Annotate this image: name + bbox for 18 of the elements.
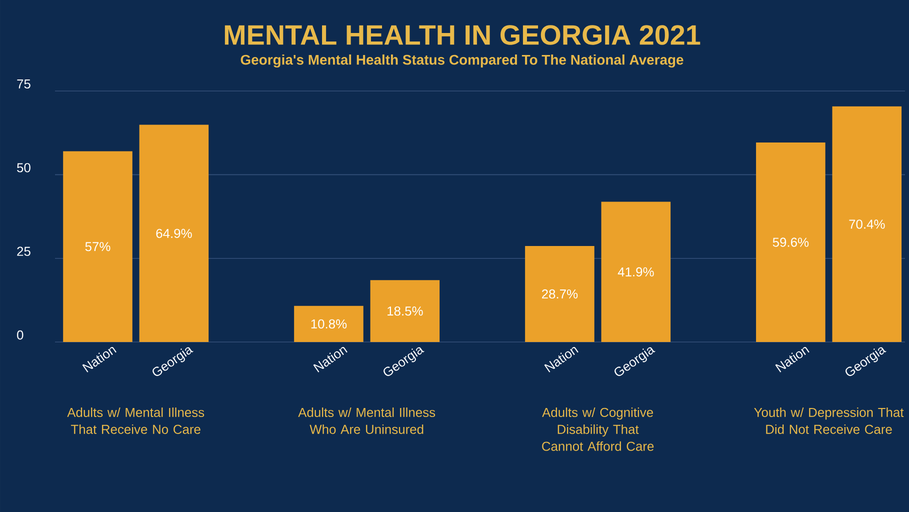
x-tick-label: Adults w/ Mental Illness Who Are Uninsured: [298, 408, 436, 434]
data-label: 57%: [85, 242, 110, 252]
data-label: 10.8%: [311, 319, 347, 329]
data-label: 70.4%: [849, 220, 885, 229]
chart-title: MENTAL HEALTH IN GEORGIA 2021: [224, 25, 700, 45]
data-label: 28.7%: [542, 289, 578, 299]
data-label: 18.5%: [388, 306, 423, 316]
x-tick-label: Adults w/ Mental Illness That Receive No Care: [67, 408, 204, 434]
y-tick-label: 25: [17, 246, 30, 256]
y-tick-label: 50: [17, 163, 30, 172]
x-tick-label: Adults w/ Cognitive Disability That Cannot Afford Care: [542, 408, 654, 451]
y-tick-label: 75: [17, 79, 30, 89]
data-label: 64.9%: [156, 228, 192, 238]
y-tick-label: 0: [17, 330, 24, 340]
data-label: 59.6%: [772, 238, 809, 247]
x-tick-label: Youth w/ Depression That Did Not Receive Care: [754, 408, 904, 434]
data-label: 41.9%: [618, 267, 654, 276]
chart-subtitle: Georgia's Mental Health Status Compared To The National Average: [240, 54, 684, 68]
